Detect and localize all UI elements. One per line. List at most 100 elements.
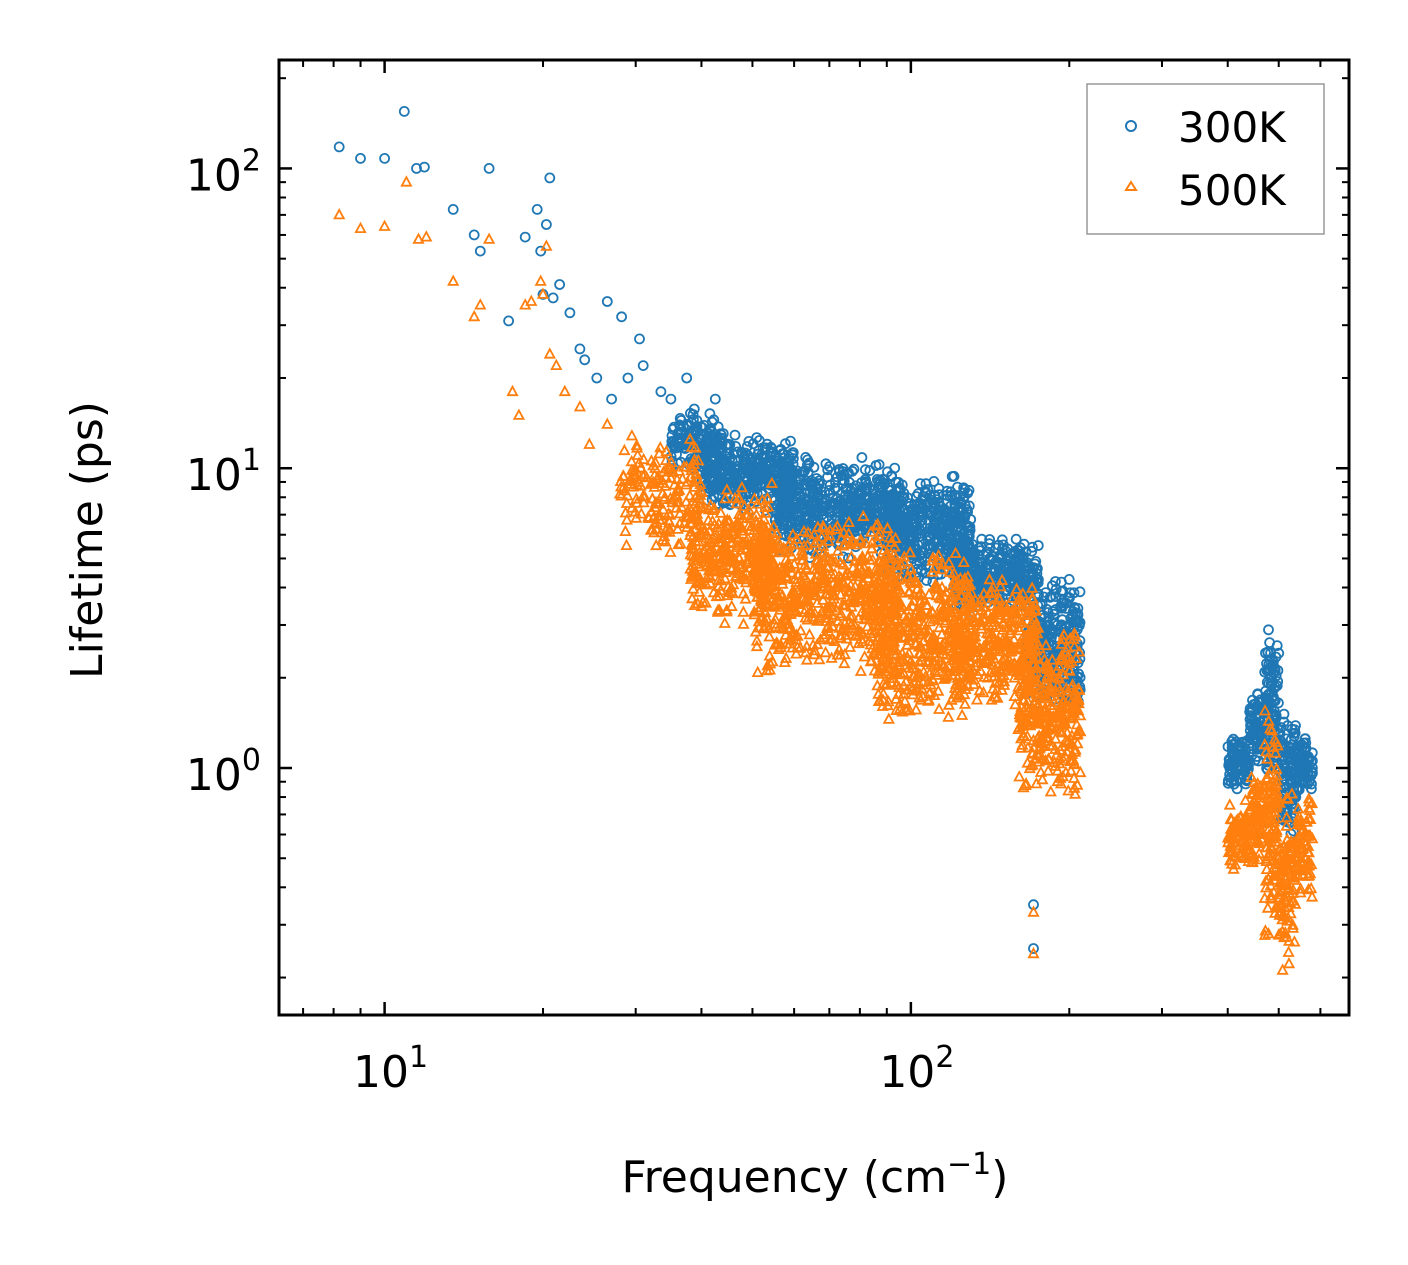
point-500k-146 xyxy=(679,478,693,490)
point-300k-2461 xyxy=(1266,663,1278,674)
point-300k-2498 xyxy=(1290,720,1301,731)
point-300k-534 xyxy=(730,440,742,452)
point-500k-868 xyxy=(861,620,874,632)
point-300k-1534 xyxy=(947,511,958,523)
point-500k-1093 xyxy=(801,538,814,550)
point-300k-5 xyxy=(418,161,430,173)
point-500k-1115 xyxy=(770,526,783,538)
point-500k-1078 xyxy=(760,664,774,676)
point-300k-1082 xyxy=(800,479,811,491)
point-500k-431 xyxy=(700,578,713,590)
point-300k-1819 xyxy=(1003,582,1015,593)
point-500k-1716 xyxy=(977,685,990,698)
point-300k-2269 xyxy=(1230,754,1242,765)
point-500k-405 xyxy=(727,577,740,590)
point-300k-1845 xyxy=(981,574,993,586)
point-500k-544 xyxy=(713,589,726,601)
point-300k-1001 xyxy=(843,467,854,479)
point-500k-109 xyxy=(634,479,647,491)
point-300k-7 xyxy=(468,229,480,241)
point-500k-1141 xyxy=(772,535,785,547)
point-500k-1732 xyxy=(988,690,1002,702)
point-300k-1446 xyxy=(911,544,923,556)
point-500k-1194 xyxy=(762,540,775,553)
point-300k-302 xyxy=(729,429,741,441)
point-300k-2116 xyxy=(1055,601,1066,612)
point-300k-1526 xyxy=(931,494,943,506)
point-500k-151 xyxy=(654,441,667,453)
point-500k-504 xyxy=(690,557,703,569)
point-500k-427 xyxy=(683,489,696,501)
point-500k-538 xyxy=(733,560,747,572)
point-500k-17 xyxy=(543,347,556,359)
point-500k-1322 xyxy=(895,558,908,570)
point-500k-1485 xyxy=(923,686,936,699)
point-300k-2449 xyxy=(1267,691,1279,703)
point-300k-535 xyxy=(787,447,798,459)
point-500k-1380 xyxy=(885,565,898,578)
point-500k-452 xyxy=(713,603,726,615)
point-500k-19 xyxy=(558,384,571,397)
point-500k-1028 xyxy=(834,607,848,619)
point-500k-102 xyxy=(658,490,672,502)
point-500k-1156 xyxy=(863,634,876,647)
point-300k-1450 xyxy=(893,499,905,510)
point-300k-523 xyxy=(703,457,715,469)
point-500k-1823 xyxy=(947,584,961,596)
point-500k-1057 xyxy=(808,536,822,548)
point-500k-1134 xyxy=(818,549,832,562)
point-500k-1824 xyxy=(961,671,974,683)
point-500k-1174 xyxy=(826,619,839,631)
point-300k-2426 xyxy=(1264,637,1275,648)
point-500k-461 xyxy=(707,545,720,557)
point-300k-988 xyxy=(829,483,841,495)
point-500k-435 xyxy=(692,530,705,542)
point-300k-10 xyxy=(503,315,515,327)
point-500k-401 xyxy=(694,500,707,512)
point-500k-1651 xyxy=(931,651,945,663)
point-500k-1056 xyxy=(788,605,801,617)
point-500k-1642 xyxy=(882,662,895,674)
point-300k-4 xyxy=(411,162,422,174)
point-500k-1531 xyxy=(905,683,919,695)
point-300k-1073 xyxy=(786,477,798,489)
point-500k-518 xyxy=(695,485,709,498)
point-500k-1816 xyxy=(975,652,988,664)
point-500k-192 xyxy=(637,489,650,501)
point-300k-2115 xyxy=(1061,597,1072,609)
point-300k-156 xyxy=(697,422,708,434)
point-500k-1587 xyxy=(907,628,920,640)
point-500k-96 xyxy=(651,470,664,483)
point-500k-543 xyxy=(739,592,752,604)
point-500k-895 xyxy=(843,615,856,627)
point-500k-985 xyxy=(858,612,872,625)
point-500k-22 xyxy=(601,417,614,429)
point-500k-15 xyxy=(536,287,550,299)
point-500k-185 xyxy=(637,452,650,465)
point-500k-1649 xyxy=(909,638,922,650)
point-500k-582 xyxy=(864,525,878,537)
point-300k-530 xyxy=(718,464,730,476)
point-500k-413 xyxy=(702,532,716,544)
point-500k-1618 xyxy=(902,646,916,658)
point-300k-1815 xyxy=(1026,545,1038,557)
point-500k-1159 xyxy=(788,557,801,569)
point-500k-1173 xyxy=(748,546,762,558)
point-500k-1468 xyxy=(934,591,948,604)
point-300k-2548 xyxy=(1289,746,1300,758)
point-300k-1023 xyxy=(864,482,875,494)
point-500k-1869 xyxy=(989,662,1002,674)
point-500k-181 xyxy=(672,537,685,550)
point-300k-2555 xyxy=(1280,762,1291,774)
point-500k-1191 xyxy=(748,566,761,578)
point-500k-163 xyxy=(631,448,644,460)
point-300k-1047 xyxy=(806,499,818,511)
point-500k-10 xyxy=(506,384,519,397)
point-500k-802 xyxy=(831,648,844,660)
point-500k-60 xyxy=(663,525,676,537)
point-500k-1087 xyxy=(774,570,787,582)
point-500k-196 xyxy=(684,461,697,473)
point-500k-1180 xyxy=(861,566,875,578)
point-300k-2 xyxy=(379,152,391,164)
point-300k-1448 xyxy=(887,488,899,500)
